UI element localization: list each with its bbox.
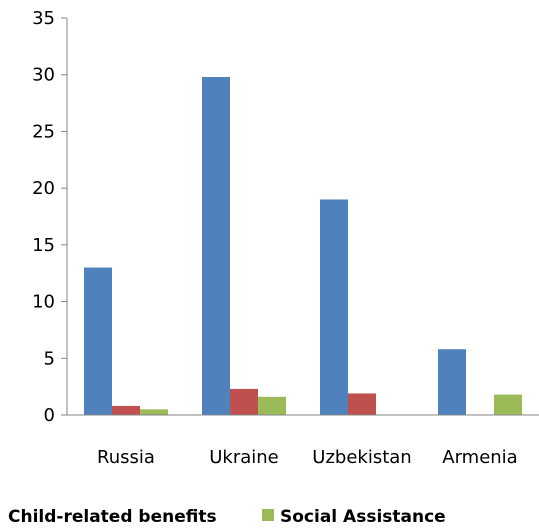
y-tick-label: 30 [32,65,55,86]
legend-label: Social Assistance [280,507,446,527]
legend: Child-related benefits Social Assistance [8,507,446,527]
y-tick-label: 25 [32,121,55,142]
bar-series1-uzbekistan [320,199,348,415]
legend-label: Child-related benefits [8,507,217,527]
bar-series1-russia [84,267,112,415]
x-tick-label: Ukraine [209,447,279,468]
bar-series3-ukraine [258,396,286,415]
bar-series2-uzbekistan [348,393,376,415]
x-tick-label: Uzbekistan [312,447,411,468]
legend-swatch [262,509,274,521]
bar-series1-ukraine [202,76,230,416]
bars [84,76,522,416]
bar-series1-armenia [438,349,466,415]
x-tick-label: Armenia [442,447,517,468]
x-tick-label: Russia [97,447,155,468]
bar-series2-russia [112,405,140,415]
bar-series2-ukraine [230,388,258,415]
y-tick-label: 0 [44,405,55,426]
bar-series3-russia [140,409,168,415]
y-tick-label: 35 [32,8,55,29]
y-tick-label: 20 [32,178,55,199]
y-axis: 0 5 10 15 20 25 30 35 [32,8,68,426]
y-tick-label: 10 [32,292,55,313]
x-axis: Russia Ukraine Uzbekistan Armenia [67,414,539,468]
y-tick-label: 15 [32,235,55,256]
y-tick-label: 5 [44,348,55,369]
bar-series3-armenia [494,394,522,415]
